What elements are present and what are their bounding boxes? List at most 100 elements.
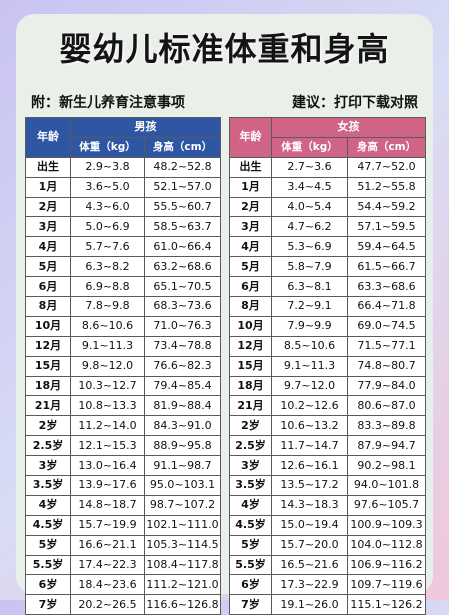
table-row: 出生 2.7~3.6 47.7~52.0 bbox=[229, 156, 426, 178]
age-cell: 1月 bbox=[25, 176, 71, 198]
weight-cell: 2.7~3.6 bbox=[271, 156, 348, 178]
height-cell: 106.9~116.2 bbox=[347, 554, 426, 576]
age-cell: 21月 bbox=[25, 395, 71, 417]
age-cell: 5.5岁 bbox=[229, 554, 272, 576]
age-cell: 4岁 bbox=[229, 494, 272, 516]
weight-cell: 16.5~21.6 bbox=[271, 554, 348, 576]
weight-header: 体重（kg） bbox=[271, 136, 348, 158]
weight-cell: 13.9~17.6 bbox=[70, 475, 145, 496]
age-cell: 1月 bbox=[229, 176, 272, 198]
age-header: 年龄 bbox=[229, 117, 272, 158]
age-cell: 3月 bbox=[229, 216, 272, 238]
weight-cell: 5.8~7.9 bbox=[271, 256, 348, 278]
girls-table: 年龄 女孩 体重（kg） 身高（cm） 出生 2.7~3.6 47.7~52.0 1月… bbox=[229, 117, 426, 615]
weight-cell: 12.6~16.1 bbox=[271, 455, 348, 477]
boys-header: 男孩 bbox=[70, 117, 221, 138]
table-row: 15月 9.1~11.3 74.8~80.7 bbox=[229, 355, 426, 377]
age-cell: 4.5岁 bbox=[25, 514, 71, 536]
table-row: 2岁 10.6~13.2 83.3~89.8 bbox=[229, 415, 426, 437]
age-cell: 4.5岁 bbox=[229, 514, 272, 536]
weight-cell: 10.6~13.2 bbox=[271, 415, 348, 437]
age-cell: 3.5岁 bbox=[229, 475, 272, 496]
table-row: 7岁 19.1~26.0 115.1~126.2 bbox=[229, 594, 426, 615]
age-cell: 21月 bbox=[229, 395, 272, 417]
age-cell: 8月 bbox=[229, 296, 272, 317]
weight-cell: 16.6~21.1 bbox=[70, 534, 145, 556]
height-cell: 61.0~66.4 bbox=[144, 236, 221, 258]
age-cell: 4月 bbox=[25, 236, 71, 258]
age-cell: 7岁 bbox=[229, 594, 272, 615]
age-cell: 7岁 bbox=[25, 594, 71, 615]
age-cell: 8月 bbox=[25, 296, 71, 317]
table-row: 18月 9.7~12.0 77.9~84.0 bbox=[229, 375, 426, 397]
table-row: 7岁 20.2~26.5 116.6~126.8 bbox=[25, 594, 221, 615]
weight-cell: 8.5~10.6 bbox=[271, 335, 348, 357]
height-cell: 74.8~80.7 bbox=[347, 355, 426, 377]
weight-cell: 7.8~9.8 bbox=[70, 296, 145, 317]
height-cell: 91.1~98.7 bbox=[144, 455, 221, 477]
age-cell: 6月 bbox=[25, 276, 71, 298]
height-cell: 84.3~91.0 bbox=[144, 415, 221, 437]
height-cell: 105.3~114.5 bbox=[144, 534, 221, 556]
table-row: 15月 9.8~12.0 76.6~82.3 bbox=[25, 355, 221, 377]
page: 婴幼儿标准体重和身高 附：新生儿养育注意事项 建议：打印下载对照 年龄 男孩 体… bbox=[16, 14, 433, 615]
weight-cell: 13.5~17.2 bbox=[271, 475, 348, 496]
table-row: 8月 7.8~9.8 68.3~73.6 bbox=[25, 296, 221, 317]
table-row: 5.5岁 16.5~21.6 106.9~116.2 bbox=[229, 554, 426, 576]
height-cell: 58.5~63.7 bbox=[144, 216, 221, 238]
height-cell: 90.2~98.1 bbox=[347, 455, 426, 477]
weight-cell: 5.3~6.9 bbox=[271, 236, 348, 258]
height-cell: 76.6~82.3 bbox=[144, 355, 221, 377]
height-header: 身高（cm） bbox=[144, 136, 221, 158]
height-cell: 80.6~87.0 bbox=[347, 395, 426, 417]
table-row: 4月 5.3~6.9 59.4~64.5 bbox=[229, 236, 426, 258]
weight-cell: 6.3~8.1 bbox=[271, 276, 348, 298]
height-cell: 55.5~60.7 bbox=[144, 196, 221, 218]
subtitle-suggestion: 建议：打印下载对照 bbox=[292, 95, 418, 111]
height-cell: 79.4~85.4 bbox=[144, 375, 221, 397]
table-row: 4岁 14.8~18.7 98.7~107.2 bbox=[25, 494, 221, 516]
table-row: 21月 10.2~12.6 80.6~87.0 bbox=[229, 395, 426, 417]
height-cell: 95.0~103.1 bbox=[144, 475, 221, 496]
age-cell: 12月 bbox=[25, 335, 71, 357]
age-cell: 5月 bbox=[25, 256, 71, 278]
table-row: 3岁 12.6~16.1 90.2~98.1 bbox=[229, 455, 426, 477]
weight-cell: 9.1~11.3 bbox=[70, 335, 145, 357]
table-row: 3.5岁 13.9~17.6 95.0~103.1 bbox=[25, 475, 221, 496]
height-cell: 61.5~66.7 bbox=[347, 256, 426, 278]
age-cell: 2岁 bbox=[25, 415, 71, 437]
age-cell: 出生 bbox=[229, 156, 272, 178]
age-cell: 18月 bbox=[229, 375, 272, 397]
table-row: 2月 4.3~6.0 55.5~60.7 bbox=[25, 196, 221, 218]
table-row: 5月 6.3~8.2 63.2~68.6 bbox=[25, 256, 221, 278]
weight-cell: 6.9~8.8 bbox=[70, 276, 145, 298]
age-cell: 15月 bbox=[229, 355, 272, 377]
height-cell: 63.3~68.6 bbox=[347, 276, 426, 298]
boys-table: 年龄 男孩 体重（kg） 身高（cm） 出生 2.9~3.8 48.2~52.8 1月… bbox=[25, 117, 221, 615]
weight-cell: 11.7~14.7 bbox=[271, 435, 348, 457]
boys-table-body: 出生 2.9~3.8 48.2~52.8 1月 3.6~5.0 52.1~57.0 2月 4.… bbox=[25, 156, 221, 615]
age-cell: 4岁 bbox=[25, 494, 71, 516]
weight-cell: 9.8~12.0 bbox=[70, 355, 145, 377]
height-cell: 63.2~68.6 bbox=[144, 256, 221, 278]
age-cell: 5.5岁 bbox=[25, 554, 71, 576]
table-row: 4.5岁 15.0~19.4 100.9~109.3 bbox=[229, 514, 426, 536]
age-cell: 15月 bbox=[25, 355, 71, 377]
table-row: 5.5岁 17.4~22.3 108.4~117.8 bbox=[25, 554, 221, 576]
weight-cell: 19.1~26.0 bbox=[271, 594, 348, 615]
age-cell: 3月 bbox=[25, 216, 71, 238]
table-row: 12月 9.1~11.3 73.4~78.8 bbox=[25, 335, 221, 357]
table-row: 2岁 11.2~14.0 84.3~91.0 bbox=[25, 415, 221, 437]
age-cell: 2.5岁 bbox=[25, 435, 71, 457]
height-cell: 57.1~59.5 bbox=[347, 216, 426, 238]
weight-cell: 14.3~18.3 bbox=[271, 494, 348, 516]
height-cell: 111.2~121.0 bbox=[144, 574, 221, 596]
table-row: 5岁 15.7~20.0 104.0~112.8 bbox=[229, 534, 426, 556]
table-row: 6岁 17.3~22.9 109.7~119.6 bbox=[229, 574, 426, 596]
table-row: 6月 6.3~8.1 63.3~68.6 bbox=[229, 276, 426, 298]
weight-cell: 10.3~12.7 bbox=[70, 375, 145, 397]
age-cell: 2月 bbox=[229, 196, 272, 218]
girls-table-body: 出生 2.7~3.6 47.7~52.0 1月 3.4~4.5 51.2~55.8 2月 4.… bbox=[229, 156, 426, 615]
subtitle-note: 附：新生儿养育注意事项 bbox=[31, 95, 185, 111]
table-row: 1月 3.6~5.0 52.1~57.0 bbox=[25, 176, 221, 198]
